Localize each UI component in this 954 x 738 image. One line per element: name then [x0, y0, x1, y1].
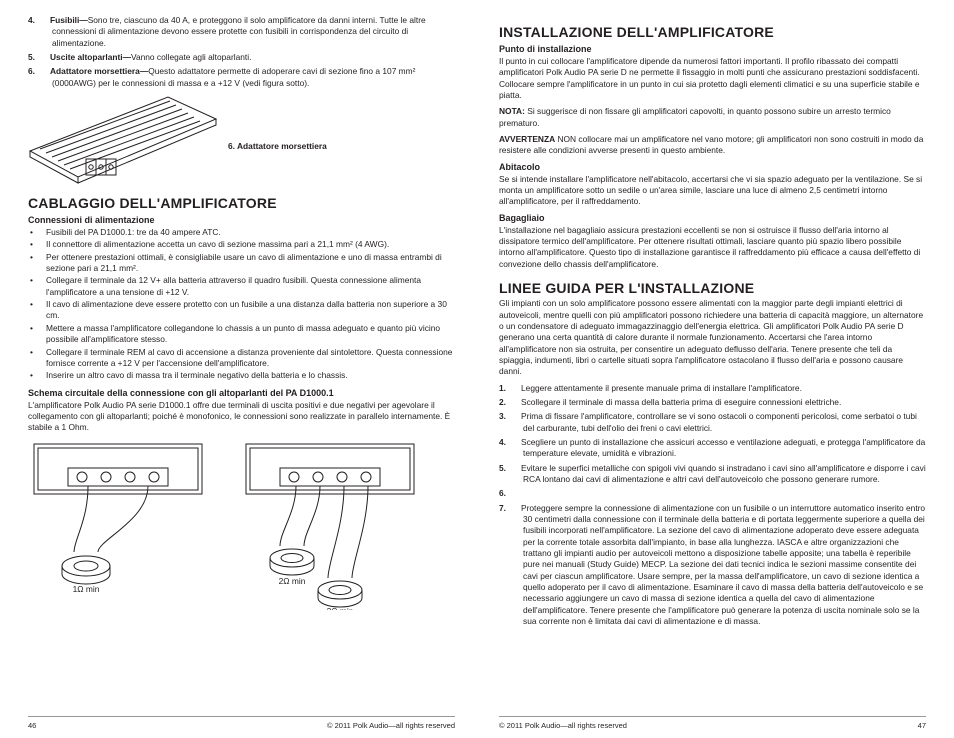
list-item: 7.Proteggere sempre la connessione di al…: [511, 503, 926, 628]
list-item: 3.Prima di fissare l'amplificatore, cont…: [511, 411, 926, 434]
copyright: © 2011 Polk Audio—all rights reserved: [327, 721, 455, 730]
heading-linee: LINEE GUIDA PER L'INSTALLAZIONE: [499, 280, 926, 296]
list-item: 6.Adattatore morsettiera—Questo adattato…: [40, 66, 455, 89]
top-numbered-list: 4.Fusibili—Sono tre, ciascuno da 40 A, e…: [40, 15, 455, 89]
bagagliaio-paragraph: L'installazione nel bagagliaio assicura …: [499, 225, 926, 270]
list-item: Inserire un altro cavo di massa tra il t…: [46, 370, 455, 381]
nota-paragraph: NOTA: Si suggerisce di non fissare gli a…: [499, 106, 926, 129]
linee-list: 1.Leggere attentamente il presente manua…: [511, 383, 926, 628]
heading-schema: Schema circuitale della connessione con …: [28, 388, 455, 398]
page-right: INSTALLAZIONE DELL'AMPLIFICATORE Punto d…: [477, 0, 954, 738]
speaker-diagram: 1Ω min 2Ω min 2Ω min: [28, 440, 455, 615]
list-item: 5.Uscite altoparlanti—Vanno collegate ag…: [40, 52, 455, 63]
list-item: 2.Scollegare il terminale di massa della…: [511, 397, 926, 408]
list-item: 5.Evitare le superfici metalliche con sp…: [511, 463, 926, 486]
list-item: Fusibili del PA D1000.1: tre da 40 amper…: [46, 227, 455, 238]
punto-paragraph: Il punto in cui collocare l'amplificator…: [499, 56, 926, 101]
heading-installazione: INSTALLAZIONE DELL'AMPLIFICATORE: [499, 24, 926, 40]
list-item: 6.: [511, 488, 926, 499]
footer-right: © 2011 Polk Audio—all rights reserved 47: [499, 716, 926, 730]
list-item: 1.Leggere attentamente il presente manua…: [511, 383, 926, 394]
right-content: INSTALLAZIONE DELL'AMPLIFICATORE Punto d…: [499, 14, 926, 710]
spk-label-1: 1Ω min: [73, 584, 100, 594]
amplifier-figure: 6. Adattatore morsettiera: [28, 95, 455, 185]
heading-bagagliaio: Bagagliaio: [499, 213, 926, 223]
list-item: Collegare il terminale da 12 V+ alla bat…: [46, 275, 455, 298]
list-item: Per ottenere prestazioni ottimali, è con…: [46, 252, 455, 275]
heading-connessioni: Connessioni di alimentazione: [28, 215, 455, 225]
connessioni-bullets: Fusibili del PA D1000.1: tre da 40 amper…: [46, 227, 455, 381]
page-number: 47: [918, 721, 926, 730]
list-item: Collegare il terminale REM al cavo di ac…: [46, 347, 455, 370]
avvertenza-paragraph: AVVERTENZA NON collocare mai un amplific…: [499, 134, 926, 157]
list-item: Il connettore di alimentazione accetta u…: [46, 239, 455, 250]
heading-punto: Punto di installazione: [499, 44, 926, 54]
copyright: © 2011 Polk Audio—all rights reserved: [499, 721, 627, 730]
linee-paragraph: Gli impianti con un solo amplificatore p…: [499, 298, 926, 377]
list-item: 4.Fusibili—Sono tre, ciascuno da 40 A, e…: [40, 15, 455, 49]
page-number: 46: [28, 721, 36, 730]
heading-cablaggio: CABLAGGIO DELL'AMPLIFICATORE: [28, 195, 455, 211]
heading-abitacolo: Abitacolo: [499, 162, 926, 172]
abitacolo-paragraph: Se si intende installare l'amplificatore…: [499, 174, 926, 208]
footer-left: 46 © 2011 Polk Audio—all rights reserved: [28, 716, 455, 730]
spk-label-2: 2Ω min: [279, 576, 306, 586]
list-item: Il cavo di alimentazione deve essere pro…: [46, 299, 455, 322]
list-item: 4.Scegliere un punto di installazione ch…: [511, 437, 926, 460]
schema-paragraph: L'amplificatore Polk Audio PA serie D100…: [28, 400, 455, 434]
speaker-wiring-icon: 1Ω min 2Ω min 2Ω min: [28, 440, 448, 610]
page-left: 4.Fusibili—Sono tre, ciascuno da 40 A, e…: [0, 0, 477, 738]
left-content: 4.Fusibili—Sono tre, ciascuno da 40 A, e…: [28, 14, 455, 710]
figure-caption: 6. Adattatore morsettiera: [228, 141, 327, 151]
amplifier-icon: [28, 95, 218, 185]
list-item: Mettere a massa l'amplificatore collegan…: [46, 323, 455, 346]
spk-label-3: 2Ω min: [327, 606, 354, 610]
